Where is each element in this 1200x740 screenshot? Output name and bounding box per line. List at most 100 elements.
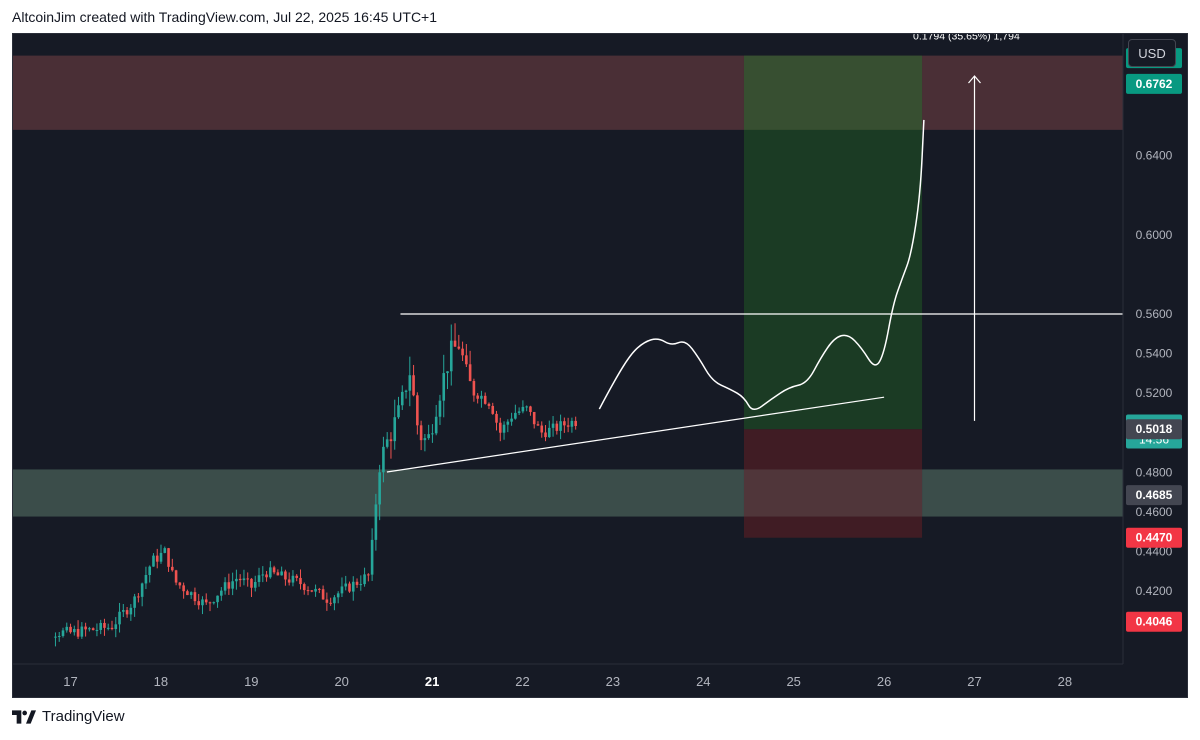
x-tick-label: 20 [334, 674, 348, 689]
x-tick-label: 25 [786, 674, 800, 689]
x-tick-label: 24 [696, 674, 710, 689]
candle-body [84, 626, 87, 630]
candle-body [491, 405, 495, 414]
candle-body [269, 567, 272, 578]
candle-body [204, 599, 208, 603]
candle-body [80, 626, 84, 637]
candle-body [61, 630, 65, 636]
candle-body [431, 433, 434, 435]
candle-body [114, 624, 118, 630]
target-overlap [743, 55, 923, 130]
candle-body [272, 567, 276, 573]
candle-body [257, 575, 261, 582]
candle-body [137, 596, 140, 598]
candle-body [227, 582, 231, 589]
candle-body [148, 566, 151, 576]
candle-body [329, 602, 332, 604]
candle-body [235, 578, 238, 582]
candle-body [220, 590, 223, 596]
candle-body [517, 411, 521, 413]
footer-brand-label: TradingView [42, 708, 125, 725]
candle-body [370, 539, 374, 575]
candle-body [65, 626, 69, 631]
candle-body [302, 584, 306, 591]
y-tick-label: 0.6400 [1136, 149, 1173, 163]
candle-body [246, 578, 250, 580]
price-label-0.5018 [1126, 419, 1182, 440]
candle-body [88, 628, 91, 630]
candle-body [174, 570, 178, 583]
candle-body [310, 590, 314, 592]
candle-body [510, 418, 513, 422]
currency-button[interactable]: USD [1128, 39, 1176, 67]
candle-body [216, 595, 219, 603]
candle-body [498, 422, 502, 433]
candle-body [57, 635, 61, 637]
candle-body [189, 592, 193, 596]
price-label-0.4470 [1126, 527, 1182, 548]
candle-body [536, 424, 540, 426]
candle-body [502, 424, 506, 433]
candle-body [472, 381, 476, 396]
candle-body [480, 395, 483, 399]
candle-body [106, 627, 110, 629]
y-tick-label: 0.6000 [1136, 228, 1173, 242]
projection-path [598, 119, 925, 411]
ascending-trendline [386, 396, 885, 473]
candle-body [318, 588, 321, 590]
price-label-text: 0.6762 [1136, 77, 1173, 91]
candle-body [389, 439, 393, 442]
candle-body [73, 628, 76, 633]
candle-body [438, 400, 442, 417]
candle-body [476, 395, 479, 399]
candle-body [529, 406, 532, 412]
price-label-0.4685 [1126, 485, 1182, 506]
candle-body [434, 416, 438, 434]
candle-body [367, 574, 370, 576]
candle-body [574, 420, 577, 427]
candle-body [563, 421, 566, 426]
y-tick-label: 0.5600 [1136, 307, 1173, 321]
candle-body [397, 405, 400, 418]
chart-panel[interactable]: 0.1794 (35.65%) 1,794 0.6400 0.6000 0.5600 0… [12, 33, 1188, 698]
candle-body [336, 593, 340, 598]
y-tick-label: 0.4400 [1136, 545, 1173, 559]
tradingview-logo-icon [12, 709, 36, 724]
plot-background [13, 34, 1187, 697]
candle-body [69, 626, 72, 633]
candle-body [306, 590, 310, 592]
candle-body [514, 412, 517, 419]
chart-credit: AltcoinJim created with TradingView.com,… [12, 9, 438, 25]
support-zone [13, 469, 1123, 517]
candle-body [344, 583, 348, 587]
candle-body [253, 581, 257, 588]
candle-body [133, 596, 136, 608]
y-tick-label: 0.4800 [1136, 465, 1173, 479]
candle-body [506, 421, 510, 425]
x-tick-label: 17 [63, 674, 77, 689]
price-chart[interactable]: 0.1794 (35.65%) 1,794 0.6400 0.6000 0.5600 0… [13, 34, 1188, 698]
candle-body [487, 403, 491, 406]
candle-body [427, 434, 430, 439]
candle-body [419, 425, 423, 441]
candle-body [382, 446, 385, 473]
candle-body [238, 578, 242, 581]
candle-body [404, 390, 408, 392]
candle-body [91, 628, 95, 631]
candle-body [385, 439, 389, 447]
candle-body [186, 591, 189, 596]
candle-body [284, 571, 287, 580]
candle-body [348, 583, 351, 592]
candle-body [442, 373, 446, 401]
candle-body [351, 581, 355, 592]
x-tick-label: 28 [1058, 674, 1072, 689]
candle-body [129, 607, 133, 615]
x-tick-label: 26 [877, 674, 891, 689]
candle-body [416, 395, 419, 426]
candle-body [193, 592, 197, 602]
candle-body [544, 432, 547, 438]
candle-body [110, 627, 114, 630]
price-label-0.4046 [1126, 611, 1182, 632]
candle-body [163, 548, 167, 553]
candle-body [359, 584, 363, 586]
